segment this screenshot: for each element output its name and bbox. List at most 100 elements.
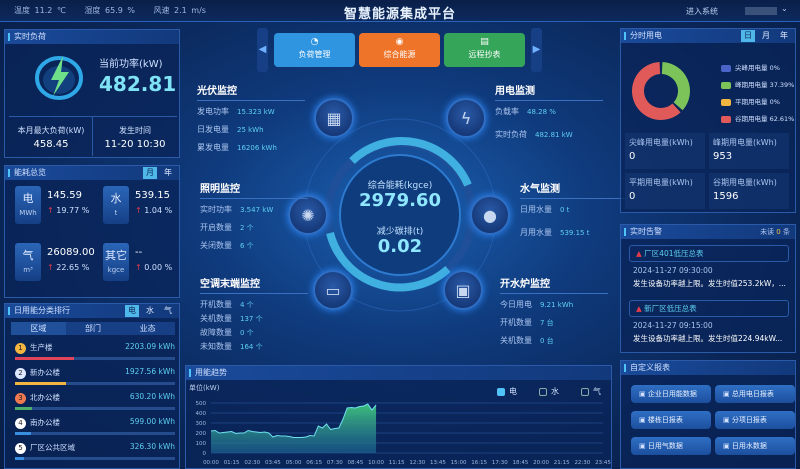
rank-bar (15, 407, 175, 410)
rank-badge: 3 (15, 393, 26, 404)
nav-button[interactable]: ◉ 综合能源 (359, 33, 440, 67)
weather-info: 温度 11.2 ℃ 湿度 65.9 % 风速 2.1 m/s (14, 5, 220, 16)
consumption-item: 气 m³ 26089.00 ↑ 22.65 % (15, 243, 95, 281)
subtab-area[interactable]: 区域 (11, 322, 66, 335)
consumption-change: ↑ 19.77 % (47, 206, 90, 215)
consumption-value: 539.15 (135, 190, 170, 201)
tou-stat: 谷期用电量(kWh) 1596 (709, 173, 789, 209)
panel-title: 能耗总览 (14, 168, 46, 177)
energy-label: 综合能耗(kgce) (367, 181, 433, 191)
rank-badge: 4 (15, 418, 26, 429)
water-section: 水气监测 日用水量 0 t 月用水量 539.15 t (520, 180, 628, 250)
tab-water[interactable]: 水 (146, 306, 154, 315)
ranking-item[interactable]: 5 厂区公共区域 326.30 kWh (15, 442, 175, 460)
legend-item: 峰期用电量 37.39% (721, 79, 794, 89)
user-menu[interactable] (745, 7, 777, 15)
enter-system-link[interactable]: 进入系统 (686, 7, 718, 16)
report-button[interactable]: 企业日用能数据 (631, 385, 711, 403)
tab-month[interactable]: 月 (143, 167, 157, 179)
arrow-up-icon: ↑ (47, 206, 54, 215)
x-tick-label: 10:00 (368, 460, 384, 466)
report-button[interactable]: 日用水数据 (715, 437, 795, 455)
chart-legend-item[interactable]: 水 (539, 386, 559, 397)
report-button[interactable]: 分项日报表 (715, 411, 795, 429)
chevron-down-icon[interactable]: ⌄ (781, 4, 788, 13)
carbon-label: 减少碳排(t) (376, 227, 424, 237)
lightning-icon (35, 56, 83, 100)
tab-year[interactable]: 年 (164, 168, 172, 177)
subtab-business[interactable]: 业态 (139, 324, 156, 333)
metric-row: 开机数量 7 台 (500, 318, 554, 327)
occur-time-label: 发生时间 (119, 126, 151, 135)
alarm-panel: 实时告警 未读 0 条 ▲ 厂区401低压总表 2024-11-27 09:30… (620, 224, 796, 353)
tab-month[interactable]: 月 (762, 31, 770, 40)
occur-time-value: 11-20 10:30 (104, 139, 166, 150)
y-tick-label: 0 (203, 451, 207, 457)
y-tick-label: 100 (196, 441, 207, 447)
y-tick-label: 200 (196, 431, 207, 437)
boiler-section: 开水炉监控 今日用电 9.21 kWh 开机数量 7 台关机数量 0 台 (500, 275, 608, 353)
metric-row: 日用水量 0 t (520, 205, 570, 214)
nav-button[interactable]: ◔ 负荷管理 (274, 33, 355, 67)
rank-bar (15, 357, 175, 360)
arrow-up-icon: ↑ (47, 263, 54, 272)
lightning-icon: ϟ (446, 98, 486, 138)
x-tick-label: 01:15 (224, 460, 240, 466)
tab-gas[interactable]: 气 (164, 306, 172, 315)
alarm-icon: ▲ (636, 304, 642, 313)
top-bar (0, 0, 800, 22)
x-tick-label: 23:45 (595, 460, 611, 466)
next-arrow-button[interactable]: ▶ (531, 28, 542, 72)
tab-year[interactable]: 年 (780, 31, 788, 40)
humidity: 湿度 65.9 % (84, 6, 135, 15)
x-tick-label: 22:30 (574, 460, 590, 466)
panel-header: 实时告警 (621, 225, 795, 239)
ranking-item[interactable]: 2 新办公楼 1927.56 kWh (15, 367, 175, 385)
rank-badge: 1 (15, 343, 26, 354)
tab-day[interactable]: 日 (741, 30, 755, 42)
rank-badge: 2 (15, 368, 26, 379)
nav-button[interactable]: ▤ 远程抄表 (444, 33, 525, 67)
current-power-label: 当前功率(kW) (99, 59, 163, 70)
consumption-item: 其它 kgce -- ↑ 0.00 % (103, 243, 172, 281)
metric-row: 开启数量 2 个 (200, 223, 254, 232)
ranking-item[interactable]: 4 南办公楼 599.00 kWh (15, 417, 175, 435)
meter-icon: ▤ (480, 37, 489, 47)
chart-legend-item[interactable]: 气 (581, 386, 601, 397)
consumption-tile: 其它 kgce (103, 243, 129, 281)
tou-stat: 峰期用电量(kWh) 953 (709, 133, 789, 169)
metric-row: 实时负荷 482.81 kW (495, 130, 573, 139)
panel-header: 实时负荷 (5, 30, 179, 44)
report-button[interactable]: 总用电日报表 (715, 385, 795, 403)
metric-row: 发电功率 15.323 kW (197, 107, 275, 116)
subtab-department[interactable]: 部门 (85, 324, 101, 333)
metric-row: 关机数量 0 台 (500, 336, 554, 345)
chart-legend-item[interactable]: 电 (497, 386, 517, 397)
legend-item: 谷期用电量 62.61% (721, 113, 794, 123)
x-tick-label: 20:00 (533, 460, 549, 466)
panel-title: 自定义报表 (630, 363, 670, 372)
max-load-value: 458.45 (33, 139, 69, 150)
consumption-value: -- (135, 247, 143, 258)
prev-arrow-button[interactable]: ◀ (257, 28, 268, 72)
donut-slice (632, 62, 681, 120)
x-tick-label: 05:00 (286, 460, 302, 466)
section-title: 空调末端监控 (200, 275, 308, 294)
section-title: 照明监控 (200, 180, 308, 199)
tab-electric[interactable]: 电 (125, 305, 139, 317)
air-conditioner-icon: ▭ (313, 270, 353, 310)
series-line-electric (210, 403, 377, 438)
report-button[interactable]: 楼栋日报表 (631, 411, 711, 429)
ac-section: 空调末端监控 开机数量 4 个关机数量 137 个故障数量 0 个未知数量 164 个 (200, 275, 308, 355)
lightbulb-icon: ✺ (288, 195, 328, 235)
x-tick-label: 16:15 (471, 460, 487, 466)
x-tick-label: 11:15 (389, 460, 405, 466)
ranking-item[interactable]: 1 生产楼 2203.09 kWh (15, 342, 175, 360)
unread-count: 未读 0 条 (760, 228, 790, 236)
report-button[interactable]: 日用气数据 (631, 437, 711, 455)
x-tick-label: 07:30 (327, 460, 343, 466)
metric-row: 关闭数量 6 个 (200, 241, 254, 250)
ranking-item[interactable]: 3 北办公楼 630.20 kWh (15, 392, 175, 410)
